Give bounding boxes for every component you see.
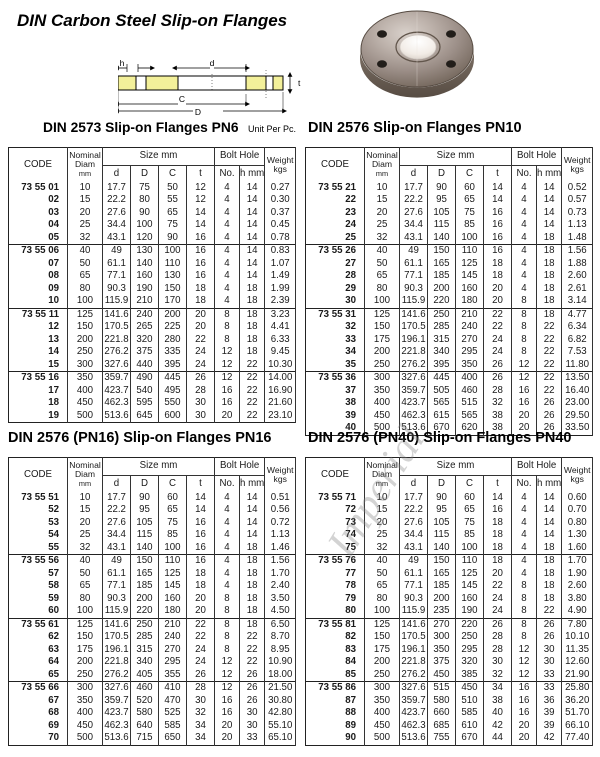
svg-text:h: h bbox=[120, 58, 125, 68]
svg-text:D: D bbox=[195, 107, 201, 116]
svg-text:d: d bbox=[210, 58, 215, 68]
svg-text:t: t bbox=[298, 78, 301, 88]
svg-text:C: C bbox=[179, 94, 185, 104]
